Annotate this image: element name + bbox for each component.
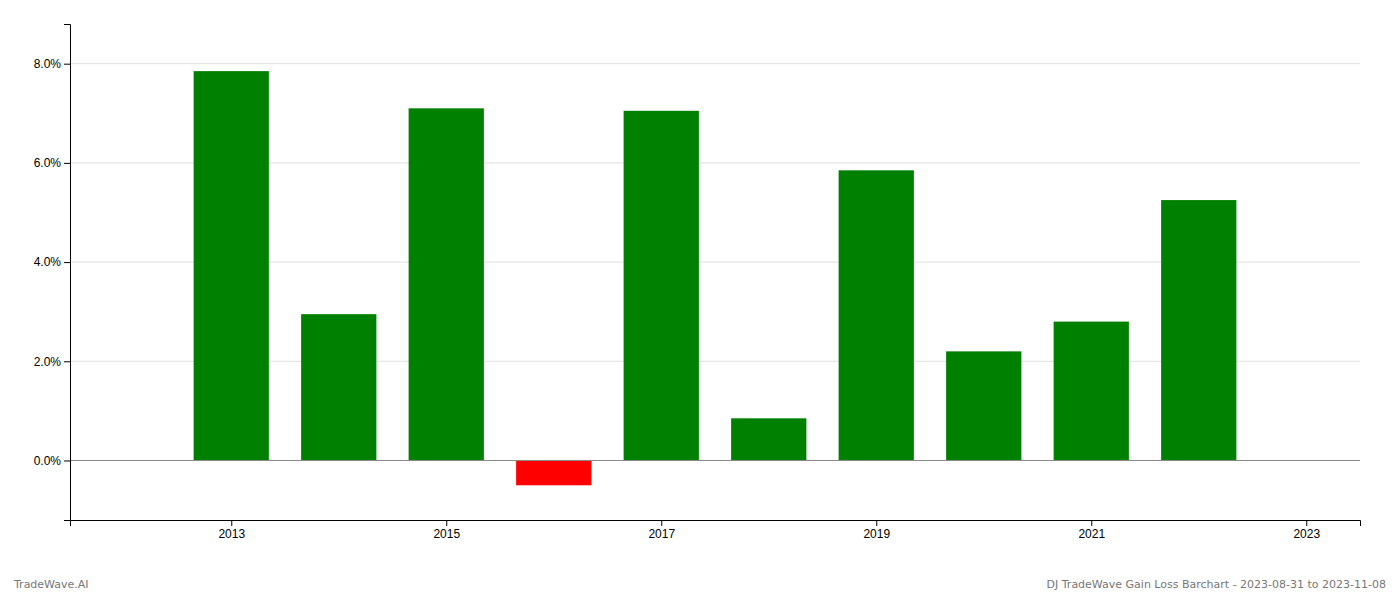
bar — [301, 314, 376, 460]
bar — [1054, 322, 1129, 461]
x-tick-label: 2021 — [1078, 527, 1105, 541]
y-tick: 4.0% — [34, 255, 70, 269]
x-tick-label: 2019 — [863, 527, 890, 541]
bar — [194, 71, 269, 460]
bar — [409, 108, 484, 460]
footer-right: DJ TradeWave Gain Loss Barchart - 2023-0… — [1047, 578, 1386, 591]
x-tick-mark — [1306, 520, 1307, 526]
grid-line — [70, 460, 1360, 461]
chart: 2013 2015 2017 2019 2021 2023 0.0% 2.0% 4.0% 6.0%… — [0, 0, 1400, 600]
y-tick-mark — [64, 163, 70, 164]
x-tick-mark — [876, 520, 877, 526]
y-tick-label: 0.0% — [34, 454, 62, 468]
x-tick: 2019 — [863, 520, 890, 541]
bar — [516, 460, 591, 485]
x-tick-label: 2013 — [218, 527, 245, 541]
zero-line — [70, 460, 1360, 461]
y-tick: 0.0% — [34, 454, 70, 468]
x-tick: 2023 — [1293, 520, 1320, 541]
x-tick-mark — [231, 520, 232, 526]
x-tick-mark — [661, 520, 662, 526]
x-tick: 2021 — [1078, 520, 1105, 541]
footer-left: TradeWave.AI — [13, 578, 89, 591]
x-tick: 2017 — [648, 520, 675, 541]
x-tick-mark — [446, 520, 447, 526]
x-tick-label: 2017 — [648, 527, 675, 541]
y-tick: 6.0% — [34, 156, 70, 170]
bar — [1161, 200, 1236, 460]
y-tick-label: 8.0% — [34, 57, 62, 71]
y-tick-mark — [64, 262, 70, 263]
x-axis: 2013 2015 2017 2019 2021 2023 — [71, 520, 1361, 541]
y-tick-mark — [64, 361, 70, 362]
x-tick-label: 2015 — [433, 527, 460, 541]
y-axis-line — [64, 25, 71, 521]
grid — [70, 64, 1360, 461]
grid-line — [70, 63, 1360, 64]
x-axis-line — [71, 521, 1361, 527]
x-tick: 2015 — [433, 520, 460, 541]
y-axis: 0.0% 2.0% 4.0% 6.0% 8.0% — [34, 25, 71, 521]
bars — [194, 71, 1237, 485]
bar — [731, 418, 806, 460]
plot-area: 2013 2015 2017 2019 2021 2023 0.0% 2.0% 4.0% 6.0%… — [34, 25, 1361, 541]
y-tick-mark — [64, 64, 70, 65]
y-tick-label: 2.0% — [34, 355, 62, 369]
y-tick: 2.0% — [34, 355, 70, 369]
y-tick-mark — [64, 460, 70, 461]
bar — [624, 111, 699, 461]
x-tick-label: 2023 — [1293, 527, 1320, 541]
bar — [946, 351, 1021, 460]
bar — [839, 170, 914, 460]
x-tick: 2013 — [218, 520, 245, 541]
y-tick-label: 4.0% — [34, 255, 62, 269]
y-tick: 8.0% — [34, 57, 70, 71]
x-tick-mark — [1091, 520, 1092, 526]
y-tick-label: 6.0% — [34, 156, 62, 170]
